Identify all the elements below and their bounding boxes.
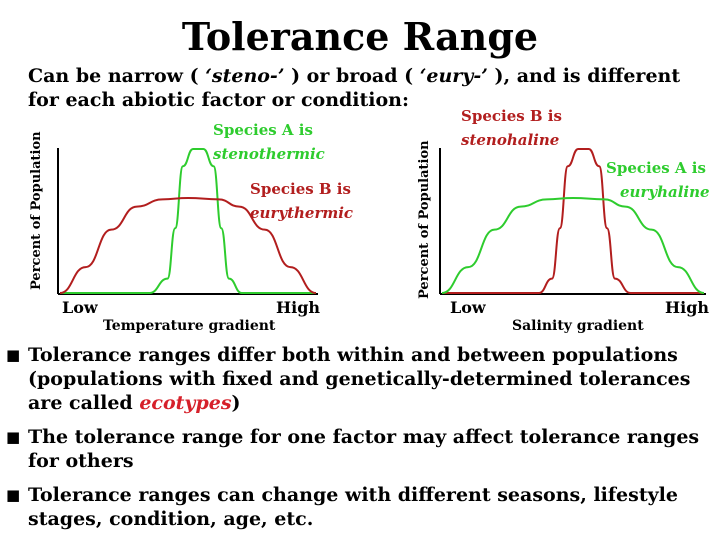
euryhaline-curve: [441, 196, 705, 294]
temperature-x-high: High: [276, 298, 320, 317]
temperature-chart: Percent of Population Low High Temperatu…: [29, 121, 353, 334]
bullet-square-icon: ■: [6, 486, 21, 504]
slide-title: Tolerance Range: [181, 14, 539, 59]
stenohaline-curve: [441, 147, 704, 295]
stenothermic-label-line2: stenothermic: [213, 145, 325, 163]
bullet-text: Tolerance ranges differ both within and …: [28, 344, 691, 414]
temperature-x-low: Low: [62, 298, 99, 317]
intro-part-1: Can be narrow (: [28, 65, 199, 87]
stenohaline-label-line2: stenohaline: [461, 131, 559, 149]
salinity-x-high: High: [665, 298, 709, 317]
eurythermic-curve: [59, 196, 317, 294]
bullet-item: ■ Tolerance ranges differ both within an…: [6, 343, 714, 415]
eury-term: ‘eury-’: [419, 65, 488, 87]
bullet-square-icon: ■: [6, 346, 21, 364]
intro-text: Can be narrow ( ‘steno-’ ) or broad ( ‘e…: [28, 64, 708, 112]
stenothermic-label-line1: Species A is: [213, 121, 313, 139]
temperature-ylabel: Percent of Population: [29, 131, 44, 290]
eurythermic-label-line1: Species B is: [250, 180, 351, 198]
stenohaline-label-line1: Species B is: [461, 107, 562, 125]
eurythermic-label-line2: eurythermic: [250, 204, 353, 222]
salinity-chart: Percent of Population Low High Salinity …: [417, 107, 710, 334]
bullet-text-after: ): [231, 392, 241, 414]
bullet-item: ■ The tolerance range for one factor may…: [6, 425, 714, 473]
steno-term: ‘steno-’: [205, 65, 285, 87]
ecotypes-term: ecotypes: [139, 392, 232, 414]
stenothermic-curve: [59, 147, 316, 295]
salinity-x-low: Low: [450, 298, 487, 317]
bullet-list: ■ Tolerance ranges differ both within an…: [6, 343, 714, 541]
temperature-xlabel: Temperature gradient: [103, 318, 276, 334]
euryhaline-label-line1: Species A is: [606, 159, 706, 177]
intro-part-2: ) or broad (: [291, 65, 414, 87]
salinity-ylabel: Percent of Population: [417, 140, 432, 299]
intro-part-3: ), and is different for each abiotic fac…: [28, 65, 681, 111]
euryhaline-label-line2: euryhaline: [620, 183, 710, 201]
bullet-text: The tolerance range for one factor may a…: [28, 426, 700, 472]
salinity-xlabel: Salinity gradient: [512, 318, 644, 334]
bullet-item: ■ Tolerance ranges can change with diffe…: [6, 483, 714, 531]
bullet-text: Tolerance ranges can change with differe…: [28, 484, 678, 530]
bullet-square-icon: ■: [6, 428, 21, 446]
